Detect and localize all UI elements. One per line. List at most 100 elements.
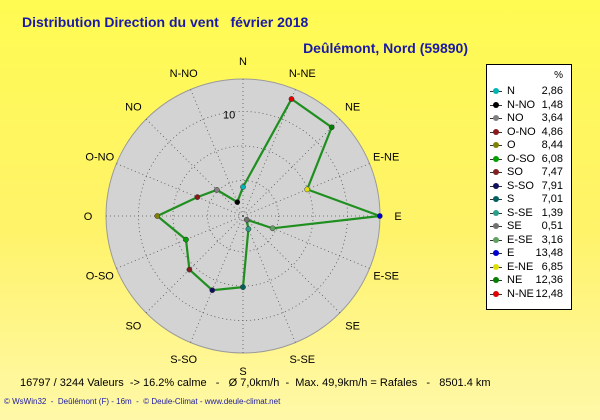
legend-row-o-no: O-NO 4,86: [487, 126, 571, 139]
legend-value: 0,51: [541, 220, 563, 232]
direction-label-s-se: S-SE: [289, 354, 315, 366]
direction-label-s: S: [239, 366, 246, 378]
legend-marker: [493, 236, 499, 243]
legend-marker: [493, 250, 499, 256]
legend-marker: [493, 196, 499, 202]
legend-row-so: SO 7,47: [487, 166, 571, 179]
legend-value: 6,08: [541, 152, 563, 165]
grid-spoke-n-ne: [242, 89, 296, 217]
legend-value: 7,91: [541, 179, 563, 192]
legend-marker: [493, 263, 499, 270]
legend-row-s-se: S-SE 1,39: [487, 207, 571, 220]
legend-marker: [493, 101, 499, 108]
legend-row-o-so: O-SO 6,08: [487, 153, 571, 166]
data-point-e-se: [269, 225, 276, 232]
legend-row-e-se: E-SE 3,16: [487, 234, 571, 247]
data-point-n-ne: [288, 96, 295, 102]
legend-value: 1,48: [541, 98, 563, 111]
legend-label: E-NE: [507, 260, 534, 273]
data-point-s-so: [209, 287, 216, 294]
legend-value: 12,36: [535, 274, 563, 286]
direction-label-so: SO: [125, 321, 141, 333]
legend-label: SE: [507, 220, 522, 232]
legend-label: N: [507, 85, 515, 97]
direction-label-o: O: [84, 211, 93, 223]
legend-row-no: NO 3,64: [487, 112, 571, 125]
data-point-e: [376, 213, 383, 219]
legend-marker: [493, 115, 499, 121]
legend-value: 4,86: [541, 125, 563, 138]
legend-label: S-SO: [507, 179, 534, 192]
legend-value: 7,01: [541, 193, 563, 205]
legend-label: S: [507, 193, 515, 205]
legend-label: O: [507, 139, 516, 151]
legend-marker: [493, 169, 499, 175]
grid-ring-1: [207, 180, 279, 252]
credits-footer: © WsWin32 - Deûlémont (F) - 16m - © Deul…: [4, 397, 281, 406]
direction-label-se: SE: [345, 321, 360, 333]
legend-marker: [493, 223, 499, 229]
legend-value: 13,48: [535, 247, 563, 259]
grid-spoke-e-se: [242, 215, 370, 269]
legend-label: O-SO: [507, 152, 536, 165]
grid-spoke-o-so: [116, 215, 244, 269]
legend-label: SO: [507, 166, 523, 178]
legend-row-s-so: S-SO 7,91: [487, 180, 571, 193]
legend-label: E: [507, 247, 515, 259]
legend-value: 2,86: [541, 85, 563, 97]
stats-footer: 16797 / 3244 Valeurs -> 16.2% calme - Ø …: [20, 377, 491, 389]
legend-row-e-ne: E-NE 6,85: [487, 261, 571, 274]
legend-value: 3,64: [541, 112, 563, 124]
legend-marker: [493, 209, 499, 216]
grid-spoke-s-se: [242, 215, 296, 343]
grid-spoke-ne: [242, 118, 341, 217]
data-point-s-se: [245, 226, 252, 232]
data-point-s: [240, 284, 246, 290]
legend: % N 2,86 N-NO 1,48 NO 3,64 O-NO 4,86 O 8,44 O-SO 6,…: [486, 64, 572, 310]
data-point-o-no: [194, 194, 201, 200]
data-point-so: [186, 266, 193, 273]
direction-label-e-ne: E-NE: [373, 152, 399, 164]
legend-label: NO: [507, 112, 524, 124]
legend-row-ne: NE 12,36: [487, 274, 571, 287]
legend-label: S-SE: [507, 206, 533, 219]
direction-label-n: N: [239, 56, 247, 68]
data-point-n: [240, 184, 246, 190]
grid-spoke-no: [145, 118, 244, 217]
legend-label: NE: [507, 274, 523, 286]
data-point-se: [243, 216, 250, 223]
legend-label: N-NO: [507, 98, 536, 111]
legend-marker: [493, 290, 499, 297]
direction-label-n-ne: N-NE: [289, 68, 316, 80]
direction-label-o-so: O-SO: [86, 270, 115, 282]
grid-spoke-o-no: [116, 163, 244, 217]
legend-marker: [493, 155, 499, 162]
data-point-o-so: [183, 236, 189, 243]
data-point-ne: [328, 124, 335, 131]
direction-label-e: E: [394, 211, 401, 223]
legend-value: 12,48: [535, 287, 563, 300]
legend-value: 6,85: [541, 260, 563, 273]
legend-row-e: E 13,48: [487, 247, 571, 260]
chart-title: Distribution Direction du vent février 2…: [22, 14, 309, 30]
direction-label-ne: NE: [345, 101, 360, 113]
legend-value: 7,47: [541, 166, 563, 178]
legend-marker: [493, 277, 499, 283]
data-point-o: [154, 213, 161, 219]
legend-row-s: S 7,01: [487, 193, 571, 206]
direction-label-n-no: N-NO: [170, 68, 199, 80]
legend-marker: [493, 128, 499, 135]
data-point-no: [214, 187, 220, 193]
chart-subtitle: Deûlémont, Nord (59890): [303, 40, 468, 56]
grid-spoke-s-so: [190, 215, 244, 343]
direction-label-e-se: E-SE: [373, 270, 399, 282]
direction-label-o-no: O-NO: [85, 152, 114, 164]
legend-label: E-SE: [507, 233, 533, 246]
grid-ring-2: [172, 145, 314, 287]
grid-spoke-so: [145, 215, 244, 314]
legend-marker: [493, 88, 499, 94]
legend-row-n-no: N-NO 1,48: [487, 99, 571, 112]
radial-tick-label: 10: [223, 110, 235, 122]
legend-row-se: SE 0,51: [487, 220, 571, 233]
